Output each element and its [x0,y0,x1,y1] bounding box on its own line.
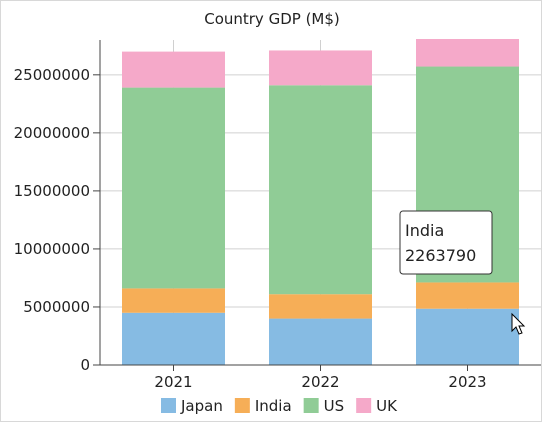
x-tick-label: 2021 [154,373,192,391]
bars [122,39,519,365]
legend-item-india[interactable]: India [234,397,292,415]
legend-label: India [255,397,292,415]
legend-swatch [161,398,176,413]
legend-item-uk[interactable]: UK [356,397,398,415]
x-tick-label: 2022 [301,373,339,391]
cursor-shape [511,312,526,335]
bar-japan-2021[interactable] [122,312,225,365]
y-tick-label: 15000000 [14,182,90,200]
legend-label: Japan [180,397,223,415]
y-tick-label: 0 [80,356,90,374]
y-tick-label: 10000000 [14,240,90,258]
y-tick-label: 20000000 [14,124,90,142]
x-tick-label: 2023 [448,373,486,391]
axes: 0 5000000 10000000 15000000 20000000 25000000… [14,40,541,391]
legend-item-japan[interactable]: Japan [161,397,223,415]
legend-swatch [234,398,250,413]
bar-uk-2022[interactable] [269,50,372,86]
tooltip-value: 2263790 [405,246,476,265]
bar-uk-2023[interactable] [416,39,519,67]
tooltip: India 2263790 [399,210,493,275]
bar-india-2021[interactable] [122,288,225,313]
chart-title: Country GDP (M$) [204,10,340,28]
legend: Japan India US UK [161,397,398,415]
bar-india-2023[interactable] [416,282,519,309]
y-tick-label: 25000000 [14,66,90,84]
y-tick-label: 5000000 [23,298,90,316]
tooltip-box [399,210,493,275]
bar-uk-2021[interactable] [122,51,225,88]
legend-item-us[interactable]: US [303,397,345,415]
bar-us-2022[interactable] [269,85,372,295]
legend-swatch [303,398,319,413]
legend-label: UK [376,397,398,415]
bar-india-2022[interactable] [269,294,372,319]
bar-us-2021[interactable] [122,87,225,289]
arrow-pointer-icon [511,312,526,335]
tooltip-series: India [405,221,444,240]
legend-swatch [356,398,372,413]
bar-japan-2022[interactable] [269,318,372,365]
bar-japan-2023[interactable] [416,308,519,365]
legend-label: US [324,397,345,415]
